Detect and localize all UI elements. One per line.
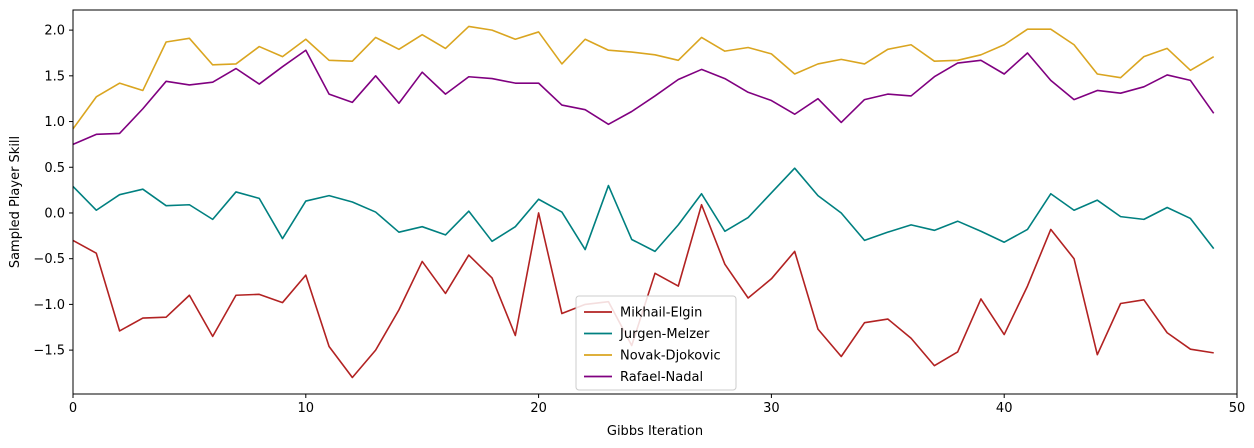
legend-box <box>575 295 737 391</box>
legend-label: Rafael-Nadal <box>620 370 703 385</box>
y-tick-label: 2.0 <box>44 24 65 39</box>
x-axis-label: Gibbs Iteration <box>607 424 703 439</box>
x-tick-label: 0 <box>69 401 77 416</box>
x-tick-label: 20 <box>530 401 547 416</box>
x-tick-label: 40 <box>996 401 1013 416</box>
y-tick-label: 1.5 <box>44 69 65 84</box>
y-tick-label: −1.5 <box>33 344 65 359</box>
y-tick-label: −1.0 <box>33 298 65 313</box>
legend: Mikhail-Elgin Jurgen-Melzer Novak-Djokovic… <box>575 295 737 391</box>
series-line-novak-djokovic <box>72 25 1215 130</box>
series-line-rafael-nadal <box>72 49 1215 146</box>
y-axis-ticks: −1.5 −1.0 −0.5 0.0 0.5 1.0 1.5 2.0 <box>33 24 73 359</box>
legend-label: Mikhail-Elgin <box>620 306 702 321</box>
x-tick-label: 10 <box>298 401 315 416</box>
y-tick-label: −0.5 <box>33 252 65 267</box>
legend-label: Jurgen-Melzer <box>619 327 710 342</box>
y-tick-label: 1.0 <box>44 115 65 130</box>
y-axis-label: Sampled Player Skill <box>8 136 23 268</box>
plot-frame <box>72 9 1238 395</box>
legend-label: Novak-Djokovic <box>620 349 721 364</box>
y-tick-label: 0.5 <box>44 161 65 176</box>
series-line-jurgen-melzer <box>72 167 1215 253</box>
x-tick-label: 50 <box>1229 401 1246 416</box>
x-tick-label: 30 <box>763 401 780 416</box>
x-axis-ticks: 0 10 20 30 40 50 <box>69 394 1245 416</box>
y-tick-label: 0.0 <box>44 206 65 221</box>
